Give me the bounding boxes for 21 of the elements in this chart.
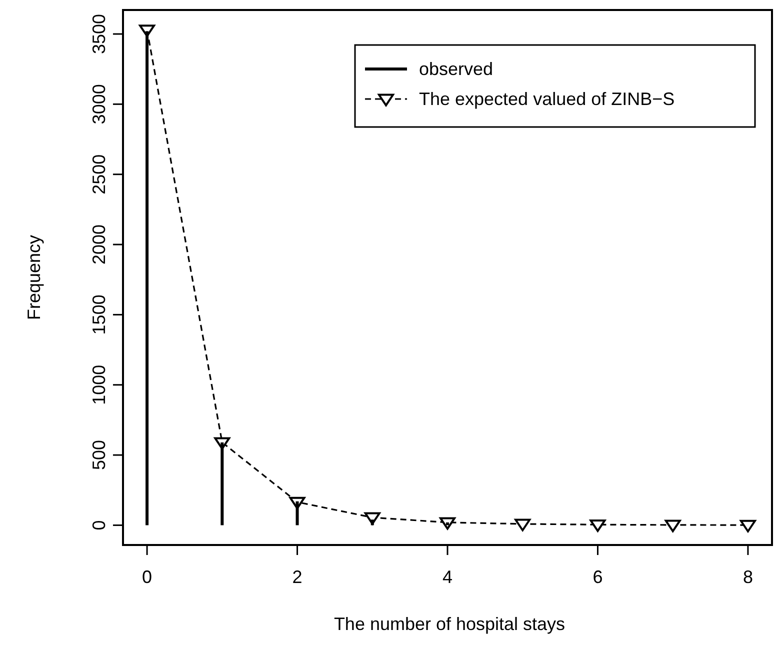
x-tick-label: 8 [742,567,753,587]
y-tick-label: 2500 [89,154,109,194]
y-tick-label: 1000 [89,364,109,405]
y-tick-label: 3000 [89,84,109,124]
x-tick-label: 4 [442,567,453,587]
y-tick-label: 2000 [89,224,109,265]
point [664,520,681,532]
y-axis-title: Frequency [24,234,44,320]
y-tick-label: 500 [89,440,109,470]
legend-label: The expected valued of ZINB−S [419,89,675,109]
x-axis-title: The number of hospital stays [334,614,566,634]
x-tick-label: 6 [592,567,603,587]
legend-label: observed [419,59,494,79]
point [590,519,606,532]
x-tick-label: 0 [142,567,152,587]
y-tick-label: 3500 [89,14,109,54]
y-tick-label: 0 [89,520,109,530]
point [514,518,531,532]
x-tick-label: 2 [292,567,302,587]
y-tick-label: 1500 [89,294,109,335]
point [740,520,756,532]
